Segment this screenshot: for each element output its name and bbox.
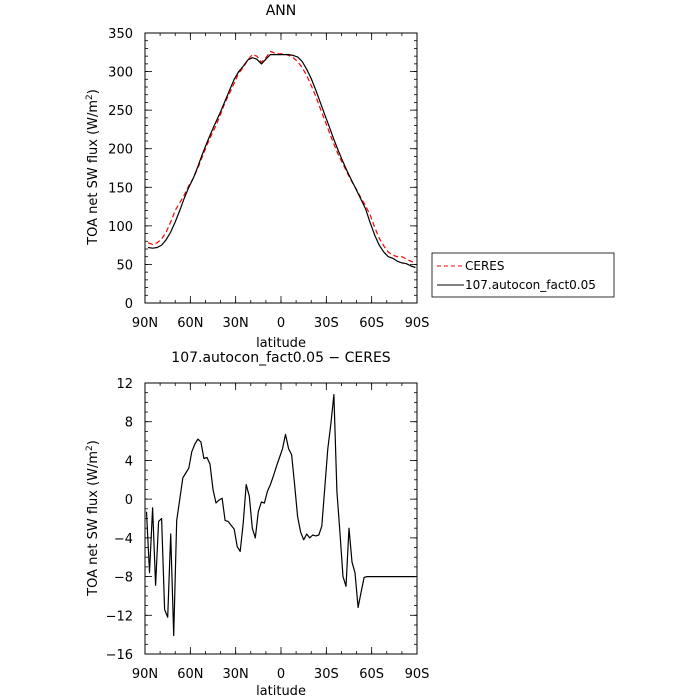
bottom-panel-y-tick-label: −16 xyxy=(106,648,133,663)
top-panel-x-tick-label: 30N xyxy=(223,316,249,331)
legend: CERES 107.autocon_fact0.05 xyxy=(431,252,615,298)
bottom-panel-y-tick-label: −4 xyxy=(114,532,133,547)
top-panel-y-tick-label: 250 xyxy=(108,104,133,119)
bottom-panel-x-tick-label: 60N xyxy=(177,667,203,682)
legend-label-ceres: CERES xyxy=(465,259,505,273)
top-panel-series-line-1 xyxy=(147,53,416,269)
top-panel-y-tick-label: 200 xyxy=(108,143,133,158)
bottom-panel: 107.autocon_fact0.05 − CERES TOA net SW … xyxy=(85,350,429,699)
bottom-panel-y-tick-label: 4 xyxy=(125,454,133,469)
top-panel-x-tick-label: 60S xyxy=(359,316,384,331)
bottom-panel-x-axis-label: latitude xyxy=(256,684,306,699)
top-panel-title: ANN xyxy=(266,3,297,19)
top-panel-x-tick-label: 60N xyxy=(177,316,203,331)
top-panel-x-tick-label: 30S xyxy=(314,316,339,331)
bottom-panel-y-tick-label: −8 xyxy=(114,571,133,586)
bottom-panel-x-tick-label: 30N xyxy=(223,667,249,682)
bottom-panel-y-tick-label: 8 xyxy=(125,416,133,431)
bottom-panel-frame xyxy=(144,382,418,655)
legend-label-model: 107.autocon_fact0.05 xyxy=(465,278,596,292)
top-panel-y-tick-label: 300 xyxy=(108,66,133,81)
bottom-panel-y-tick-label: 12 xyxy=(116,377,133,392)
bottom-panel-title: 107.autocon_fact0.05 − CERES xyxy=(171,350,391,366)
bottom-panel-x-tick-label: 30S xyxy=(314,667,339,682)
top-panel-y-tick-label: 100 xyxy=(108,220,133,235)
bottom-panel-y-axis-label: TOA net SW flux (W/m2) xyxy=(85,440,101,597)
bottom-panel-y-tick-label: 0 xyxy=(125,493,133,508)
top-panel-y-tick-label: 0 xyxy=(125,297,133,312)
top-panel-x-tick-label: 90S xyxy=(405,316,430,331)
bottom-panel-series-lines xyxy=(145,394,416,637)
bottom-panel-ticks: 90N 60N 30N 0 30S 60S 90S −16 −12 −8 −4 0 4 8 12 xyxy=(106,377,430,682)
bottom-panel-y-tick-label: −12 xyxy=(106,609,133,624)
bottom-panel-x-tick-label: 0 xyxy=(277,667,285,682)
top-panel-y-tick-label: 150 xyxy=(108,181,133,196)
top-panel: ANN TOA net SW flux (W/m2) latitude 90N 6… xyxy=(85,3,429,351)
top-panel-ticks: 90N 60N 30N 0 30S 60S 90S 0 50 100 150 200 250 300 350 xyxy=(108,27,429,331)
top-panel-y-tick-label: 50 xyxy=(116,258,133,273)
top-panel-x-axis-label: latitude xyxy=(256,336,306,351)
top-panel-x-tick-label: 0 xyxy=(277,316,285,331)
top-panel-series-line-0 xyxy=(147,50,416,264)
bottom-panel-series-line-0 xyxy=(145,394,416,637)
top-panel-y-axis-label: TOA net SW flux (W/m2) xyxy=(85,89,101,246)
top-panel-series-lines xyxy=(147,50,416,269)
legend-box xyxy=(431,252,615,298)
bottom-panel-x-tick-label: 90S xyxy=(405,667,430,682)
top-panel-x-tick-label: 90N xyxy=(132,316,158,331)
bottom-panel-x-tick-label: 60S xyxy=(359,667,384,682)
top-panel-frame xyxy=(144,32,418,304)
bottom-panel-x-tick-label: 90N xyxy=(132,667,158,682)
top-panel-y-tick-label: 350 xyxy=(108,27,133,42)
